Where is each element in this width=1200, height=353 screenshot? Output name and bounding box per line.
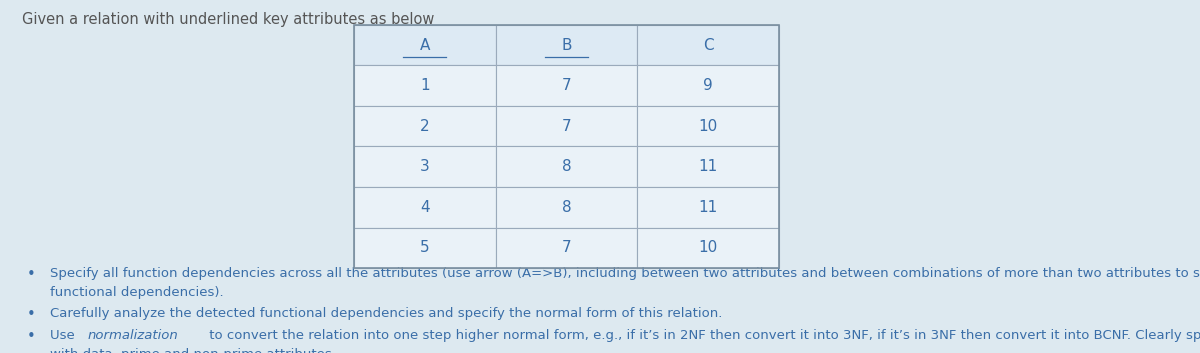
Text: 11: 11 [698, 159, 718, 174]
Text: 7: 7 [562, 78, 571, 93]
Text: 11: 11 [698, 200, 718, 215]
Text: 4: 4 [420, 200, 430, 215]
Text: 8: 8 [562, 159, 571, 174]
Text: Given a relation with underlined key attributes as below: Given a relation with underlined key att… [22, 12, 434, 27]
Text: 8: 8 [562, 200, 571, 215]
Bar [496, 25, 637, 65]
Bar [637, 106, 779, 146]
Text: 7: 7 [562, 240, 571, 256]
Bar [354, 25, 779, 268]
Text: 7: 7 [562, 119, 571, 134]
Bar [496, 228, 637, 268]
Text: 1: 1 [420, 78, 430, 93]
Text: functional dependencies).: functional dependencies). [50, 286, 224, 299]
Text: to convert the relation into one step higher normal form, e.g., if it’s in 2NF t: to convert the relation into one step hi… [205, 329, 1200, 342]
Text: 2: 2 [420, 119, 430, 134]
Text: Specify all function dependencies across all the attributes (use arrow (A=>B), i: Specify all function dependencies across… [50, 267, 1200, 280]
Bar [637, 187, 779, 228]
Bar [354, 25, 496, 65]
Bar [496, 106, 637, 146]
Text: 3: 3 [420, 159, 430, 174]
Bar [354, 146, 496, 187]
Bar [354, 228, 496, 268]
Text: normalization: normalization [88, 329, 179, 342]
Text: •: • [26, 329, 35, 344]
Text: B: B [562, 37, 571, 53]
Bar [496, 187, 637, 228]
Text: Carefully analyze the detected functional dependencies and specify the normal fo: Carefully analyze the detected functiona… [50, 307, 722, 320]
Bar [354, 106, 496, 146]
Bar [637, 65, 779, 106]
Text: •: • [26, 307, 35, 322]
Bar [637, 25, 779, 65]
Bar [637, 228, 779, 268]
Text: with data, prime and non-prime attributes.: with data, prime and non-prime attribute… [50, 348, 336, 353]
Text: 9: 9 [703, 78, 713, 93]
Bar [637, 146, 779, 187]
Bar [496, 65, 637, 106]
Text: 10: 10 [698, 240, 718, 256]
Text: 5: 5 [420, 240, 430, 256]
Text: A: A [420, 37, 430, 53]
Text: •: • [26, 267, 35, 281]
Text: C: C [703, 37, 713, 53]
Text: 10: 10 [698, 119, 718, 134]
Bar [354, 187, 496, 228]
Bar [496, 146, 637, 187]
Text: Use: Use [50, 329, 79, 342]
Bar [354, 65, 496, 106]
